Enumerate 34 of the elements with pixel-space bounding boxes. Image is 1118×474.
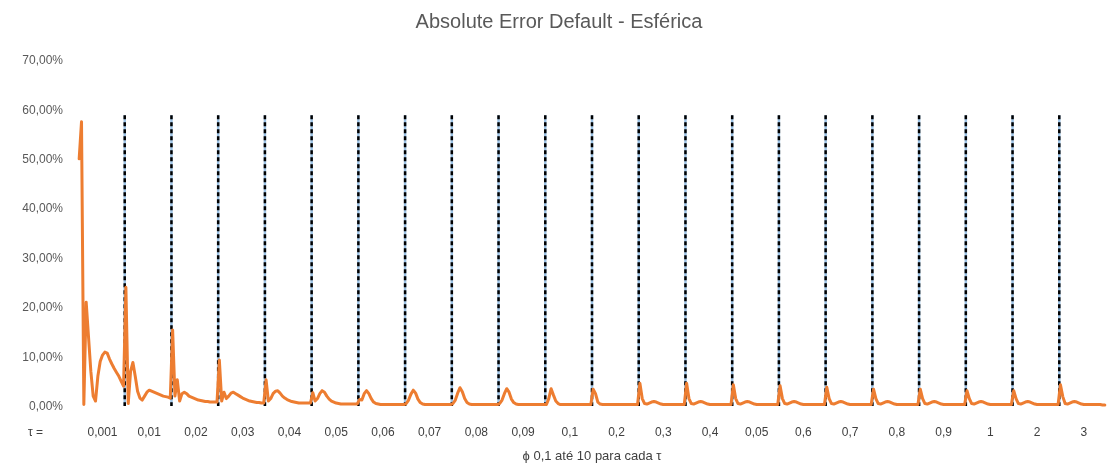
y-tick-label: 50,00% [22, 152, 64, 167]
y-tick-label: 20,00% [22, 300, 64, 315]
x-tick-label: 0,04 [277, 425, 302, 439]
x-tick-label: 0,06 [371, 425, 395, 439]
x-tick-label: 0,2 [608, 425, 626, 439]
x-tick-label: 0,3 [654, 425, 672, 439]
y-tick-label: 10,00% [22, 349, 64, 364]
x-tick-label: 2 [1033, 425, 1041, 439]
y-tick-label: 40,00% [22, 201, 64, 216]
y-tick-label: 0,00% [28, 399, 64, 414]
x-tick-label: 0,001 [87, 425, 118, 439]
x-tick-label: 1 [987, 425, 995, 439]
line-series [77, 120, 1107, 407]
x-tick-label: 0,05 [324, 425, 349, 439]
x-tick-label: 0,6 [795, 425, 813, 439]
x-tick-label: 0,1 [561, 425, 579, 439]
x-tick-label: 0,7 [841, 425, 859, 439]
x-tick-label: 0,02 [184, 425, 208, 439]
x-tick-label: 0,05 [745, 425, 769, 439]
text: τ = [28, 425, 44, 439]
x-tick-label: 0,8 [888, 425, 906, 439]
x-tick-label: 3 [1080, 425, 1088, 439]
x-tick-label: 0,07 [417, 425, 442, 439]
x-axis-title: ϕ 0,1 até 10 para cada τ [522, 448, 663, 463]
x-tick-label: 0,9 [935, 425, 953, 439]
x-tick-label: 0,03 [231, 425, 255, 439]
y-tick-label: 60,00% [22, 102, 64, 117]
x-tick-label: 0,4 [701, 425, 719, 439]
x-tick-label: 0,01 [137, 425, 162, 439]
x-tick-label: 0,09 [511, 425, 536, 439]
y-tick-label: 30,00% [22, 250, 64, 265]
x-tick-label: 0,08 [464, 425, 489, 439]
y-tick-label: 70,00% [22, 53, 64, 68]
chart-title: Absolute Error Default - Esférica [415, 10, 704, 32]
